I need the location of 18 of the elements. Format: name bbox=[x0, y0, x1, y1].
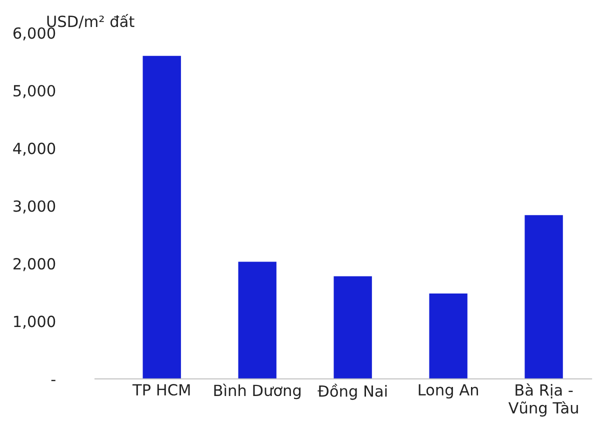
bar bbox=[429, 294, 468, 379]
y-tick-label: 2,000 bbox=[14, 258, 56, 272]
x-tick-label: TP HCM bbox=[132, 384, 190, 396]
x-tick-label: Long An bbox=[418, 384, 478, 399]
x-tick-label: Đồng Nai bbox=[318, 384, 387, 400]
y-tick-label: 1,000 bbox=[14, 316, 56, 329]
x-tick-label: Bình Dương bbox=[214, 384, 301, 400]
bar bbox=[334, 276, 372, 379]
y-tick-label: 5,000 bbox=[14, 84, 56, 98]
bar bbox=[524, 215, 563, 379]
y-tick-label: 4,000 bbox=[13, 142, 56, 156]
y-tick-label: - bbox=[51, 380, 56, 382]
x-tick-label: Bà Rịa - Vũng Tàu bbox=[508, 383, 578, 417]
y-tick-label: 6,000 bbox=[13, 27, 56, 40]
y-axis-title: USD/m² đất bbox=[47, 14, 134, 28]
bar bbox=[238, 262, 276, 379]
bar bbox=[142, 56, 181, 379]
y-tick-label: 3,000 bbox=[14, 200, 56, 214]
